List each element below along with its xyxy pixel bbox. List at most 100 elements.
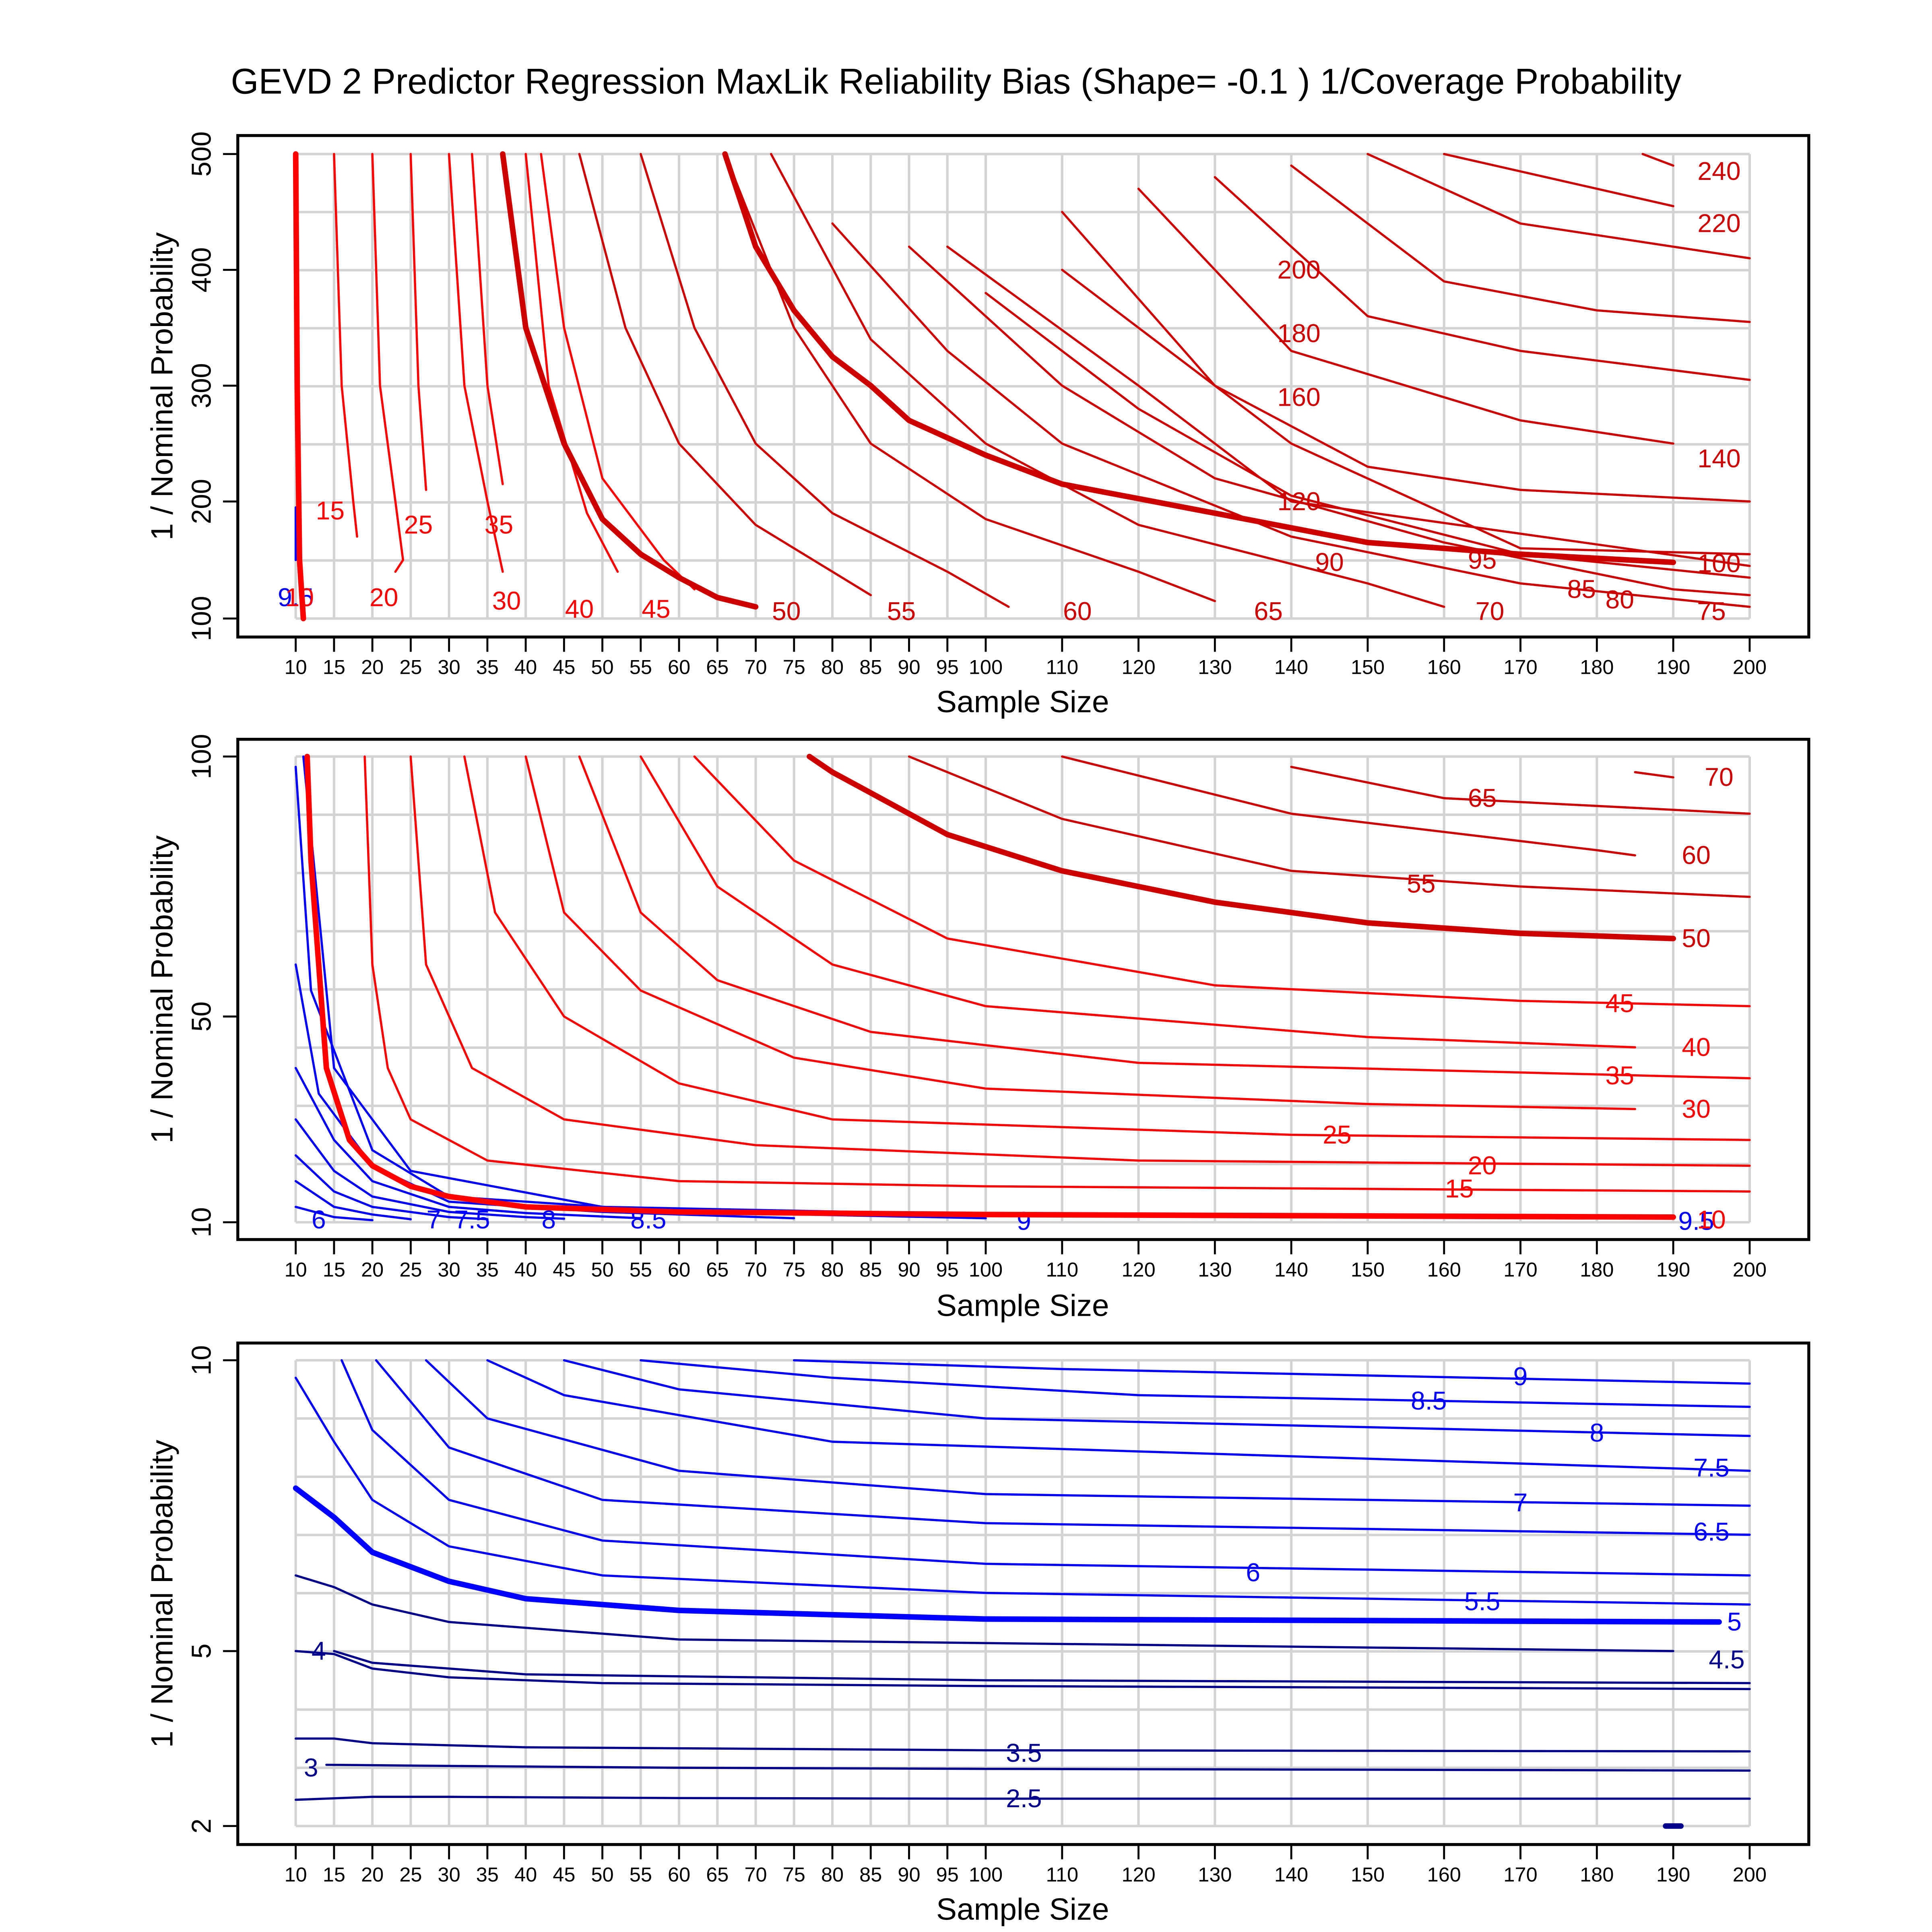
y-tick-label: 100 — [186, 734, 217, 779]
contour-label: 6 — [1246, 1558, 1260, 1587]
x-tick-label: 80 — [821, 655, 844, 678]
contour-line-50 — [500, 151, 759, 610]
contour-line-200 — [1366, 153, 1751, 260]
x-tick-label: 90 — [898, 1863, 920, 1886]
contour-label: 200 — [1278, 255, 1321, 284]
y-tick-label: 200 — [186, 479, 217, 524]
x-tick-label: 75 — [783, 1863, 805, 1886]
x-tick-label: 25 — [399, 655, 422, 678]
contour-line-60 — [1061, 755, 1636, 857]
y-tick-label: 50 — [186, 1001, 217, 1032]
contour-label: 3 — [304, 1753, 318, 1782]
contour-line-9 — [793, 1359, 1751, 1385]
contour-label: 20 — [369, 583, 398, 612]
x-tick-label: 40 — [514, 1863, 537, 1886]
x-tick-label: 60 — [668, 655, 690, 678]
x-axis-label: Sample Size — [936, 685, 1109, 719]
x-tick-label: 20 — [361, 1863, 384, 1886]
contour-line-90 — [946, 246, 1751, 567]
x-tick-label: 65 — [706, 1863, 729, 1886]
contour-line-45 — [693, 755, 1751, 1007]
contour-line-35 — [471, 153, 504, 485]
x-tick-label: 190 — [1656, 1258, 1690, 1281]
contour-label: 7.5 — [1693, 1453, 1729, 1482]
contour-label: 50 — [1682, 924, 1710, 953]
contour-label: 60 — [1063, 597, 1092, 626]
contour-line-5.5 — [294, 1377, 1751, 1606]
contour-label: 10 — [1697, 1205, 1726, 1234]
contour-line-60 — [640, 153, 1010, 608]
contour-label: 25 — [404, 510, 433, 539]
contour-line-9.5 — [302, 755, 1674, 1220]
contour-line-10 — [293, 151, 306, 621]
x-tick-label: 35 — [476, 655, 499, 678]
x-tick-label: 180 — [1580, 1258, 1614, 1281]
x-tick-label: 110 — [1046, 1863, 1079, 1886]
contour-label: 9 — [1513, 1362, 1528, 1391]
y-tick-label: 400 — [186, 247, 217, 292]
contour-label: 70 — [1705, 763, 1733, 792]
contour-line-6.5 — [294, 1180, 412, 1220]
contour-line-8 — [294, 1067, 642, 1220]
x-tick-label: 90 — [898, 1258, 920, 1281]
contour-line-6 — [341, 1359, 1751, 1577]
y-tick-label: 10 — [186, 1207, 217, 1237]
x-tick-label: 40 — [514, 655, 537, 678]
contour-line-120 — [1061, 211, 1751, 503]
contour-line-2.5 — [294, 1796, 1751, 1801]
contour-label: 6.5 — [1693, 1517, 1729, 1546]
contour-label: 6 — [312, 1205, 326, 1234]
contour-label: 5.5 — [1464, 1587, 1500, 1616]
x-tick-label: 170 — [1503, 1863, 1537, 1886]
x-tick-label: 10 — [285, 1258, 307, 1281]
contour-line-3 — [325, 1763, 1751, 1772]
contour-label: 35 — [1606, 1061, 1634, 1090]
contour-label: 30 — [1682, 1094, 1710, 1123]
x-tick-label: 20 — [361, 1258, 384, 1281]
x-tick-label: 40 — [514, 1258, 537, 1281]
contour-label: 65 — [1254, 597, 1282, 626]
contour-line-4lower — [333, 1650, 1751, 1684]
contour-label: 240 — [1697, 157, 1740, 186]
x-tick-label: 140 — [1274, 1258, 1308, 1281]
x-tick-label: 55 — [630, 1258, 652, 1281]
x-tick-label: 140 — [1274, 655, 1308, 678]
x-tick-label: 100 — [969, 1258, 1003, 1281]
contour-label: 40 — [1682, 1033, 1710, 1062]
contour-line-4 — [294, 1650, 1751, 1690]
x-tick-label: 10 — [285, 1863, 307, 1886]
contour-label: 140 — [1697, 444, 1740, 473]
x-tick-label: 55 — [630, 655, 652, 678]
contour-line-50 — [807, 753, 1676, 941]
x-tick-label: 150 — [1351, 655, 1385, 678]
contour-line-140 — [1137, 188, 1674, 445]
y-tick-label: 300 — [186, 363, 217, 408]
x-axis-label: Sample Size — [936, 1892, 1109, 1926]
contour-line-4.5 — [294, 1574, 1674, 1652]
contour-line-180 — [1290, 164, 1751, 323]
contour-line-15 — [363, 755, 1751, 1193]
contour-label: 10 — [285, 583, 314, 612]
x-tick-label: 180 — [1580, 655, 1614, 678]
contour-line-45 — [540, 153, 696, 590]
x-tick-label: 65 — [706, 1258, 729, 1281]
x-tick-label: 30 — [438, 655, 460, 678]
contour-label: 180 — [1278, 319, 1321, 348]
gridlines — [294, 153, 1751, 620]
y-axis-label: 1 / Nominal Probability — [145, 232, 180, 540]
contour-line-220 — [1443, 153, 1674, 207]
contour-label: 9 — [1017, 1207, 1031, 1236]
contour-label: 55 — [1407, 869, 1435, 898]
x-tick-label: 85 — [859, 1258, 882, 1281]
contour-line-25 — [463, 755, 1751, 1141]
x-tick-label: 80 — [821, 1258, 844, 1281]
contour-line-85 — [985, 292, 1751, 579]
contour-label: 45 — [1606, 989, 1634, 1018]
contour-line-7 — [294, 1154, 489, 1220]
contour-label: 60 — [1682, 840, 1710, 869]
x-tick-label: 100 — [969, 1863, 1003, 1886]
x-tick-label: 30 — [438, 1258, 460, 1281]
contour-label: 9.5 — [278, 583, 314, 612]
x-tick-label: 95 — [936, 1258, 959, 1281]
